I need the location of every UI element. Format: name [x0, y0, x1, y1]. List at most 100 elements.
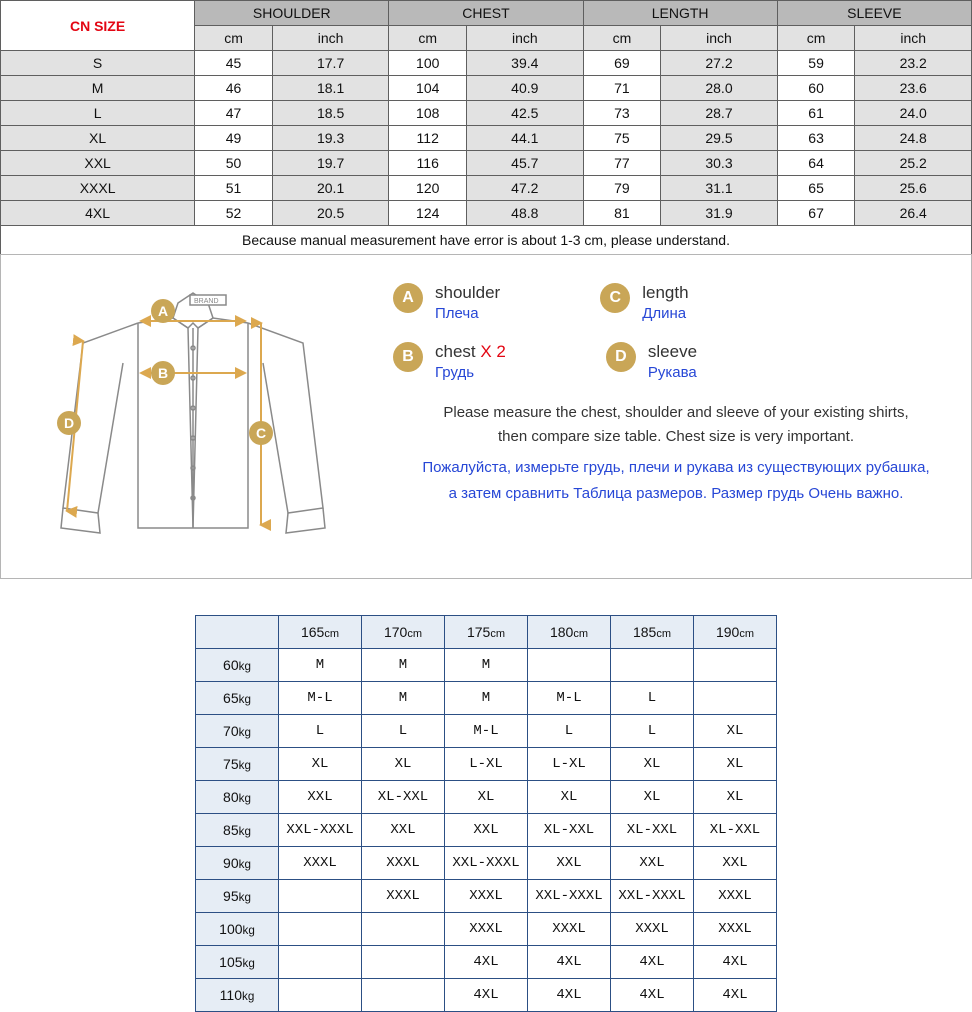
rec-cell: XXL [694, 847, 777, 880]
value-cell: 18.5 [272, 101, 389, 126]
value-cell: 60 [777, 76, 855, 101]
rec-cell: L-XL [445, 748, 528, 781]
weight-header: 80kg [196, 781, 279, 814]
shirt-illustration: BRAND A B C D [13, 273, 373, 558]
rec-cell [611, 649, 694, 682]
value-cell: 18.1 [272, 76, 389, 101]
rec-cell: 4XL [611, 979, 694, 1012]
legend-label-en: chest X 2 [435, 342, 506, 362]
rec-cell: XXXL [445, 880, 528, 913]
unit-header: cm [389, 26, 467, 51]
size-cell: XXXL [1, 176, 195, 201]
size-cell: XL [1, 126, 195, 151]
rec-cell [279, 946, 362, 979]
value-cell: 71 [583, 76, 661, 101]
svg-text:A: A [158, 303, 168, 319]
rec-cell [694, 649, 777, 682]
brand-label: BRAND [194, 298, 219, 305]
value-cell: 49 [195, 126, 273, 151]
value-cell: 124 [389, 201, 467, 226]
legend-label-ru: Длина [642, 305, 688, 322]
value-cell: 17.7 [272, 51, 389, 76]
value-cell: 20.5 [272, 201, 389, 226]
svg-text:B: B [158, 365, 168, 381]
rec-cell: L [362, 715, 445, 748]
size-cell: S [1, 51, 195, 76]
col-chest: CHEST [389, 1, 583, 26]
rec-cell: XXL [611, 847, 694, 880]
value-cell: 31.1 [661, 176, 778, 201]
rec-cell: 4XL [528, 946, 611, 979]
value-cell: 28.0 [661, 76, 778, 101]
value-cell: 23.6 [855, 76, 972, 101]
value-cell: 75 [583, 126, 661, 151]
rec-cell: M-L [528, 682, 611, 715]
value-cell: 73 [583, 101, 661, 126]
col-shoulder: SHOULDER [195, 1, 389, 26]
value-cell: 19.7 [272, 151, 389, 176]
value-cell: 47 [195, 101, 273, 126]
rec-cell: XXXL [528, 913, 611, 946]
weight-header: 90kg [196, 847, 279, 880]
value-cell: 51 [195, 176, 273, 201]
value-cell: 100 [389, 51, 467, 76]
rec-cell: XXXL [694, 913, 777, 946]
svg-text:C: C [256, 425, 266, 441]
value-cell: 116 [389, 151, 467, 176]
rec-cell: M-L [445, 715, 528, 748]
value-cell: 47.2 [467, 176, 584, 201]
rec-cell: M [362, 649, 445, 682]
weight-header: 70kg [196, 715, 279, 748]
rec-cell: 4XL [694, 979, 777, 1012]
height-header: 185cm [611, 616, 694, 649]
rec-cell: XXL [362, 814, 445, 847]
rec-cell: M [445, 682, 528, 715]
size-note: Because manual measurement have error is… [1, 226, 972, 255]
unit-header: cm [195, 26, 273, 51]
height-header: 165cm [279, 616, 362, 649]
rec-cell: 4XL [694, 946, 777, 979]
rec-cell [362, 913, 445, 946]
rec-cell: M [445, 649, 528, 682]
legend-circle: B [393, 342, 423, 372]
value-cell: 19.3 [272, 126, 389, 151]
rec-cell: XL-XXL [362, 781, 445, 814]
legend-item: AshoulderПлеча [393, 283, 500, 322]
rec-cell: XL-XXL [611, 814, 694, 847]
value-cell: 26.4 [855, 201, 972, 226]
rec-cell: M [279, 649, 362, 682]
value-cell: 24.0 [855, 101, 972, 126]
height-header: 175cm [445, 616, 528, 649]
value-cell: 81 [583, 201, 661, 226]
recommendation-table: 165cm170cm175cm180cm185cm190cm 60kgMMM65… [195, 615, 777, 1012]
weight-header: 85kg [196, 814, 279, 847]
rec-cell: XL [611, 748, 694, 781]
rec-cell: XL [694, 748, 777, 781]
unit-header: inch [467, 26, 584, 51]
rec-cell: L-XL [528, 748, 611, 781]
rec-cell: M [362, 682, 445, 715]
rec-cell: XL-XXL [528, 814, 611, 847]
value-cell: 45.7 [467, 151, 584, 176]
legend-circle: A [393, 283, 423, 313]
height-header: 180cm [528, 616, 611, 649]
value-cell: 61 [777, 101, 855, 126]
rec-cell [362, 946, 445, 979]
rec-cell: XXXL [362, 880, 445, 913]
value-cell: 30.3 [661, 151, 778, 176]
value-cell: 20.1 [272, 176, 389, 201]
rec-cell: XL [694, 715, 777, 748]
value-cell: 112 [389, 126, 467, 151]
value-cell: 52 [195, 201, 273, 226]
legend-item: DsleeveРукава [606, 342, 697, 381]
value-cell: 63 [777, 126, 855, 151]
value-cell: 39.4 [467, 51, 584, 76]
unit-header: cm [777, 26, 855, 51]
value-cell: 77 [583, 151, 661, 176]
rec-cell: XXL [528, 847, 611, 880]
size-table: CN SIZE SHOULDER CHEST LENGTH SLEEVE cmi… [0, 0, 972, 255]
value-cell: 25.6 [855, 176, 972, 201]
value-cell: 31.9 [661, 201, 778, 226]
legend-label-ru: Рукава [648, 364, 697, 381]
value-cell: 29.5 [661, 126, 778, 151]
